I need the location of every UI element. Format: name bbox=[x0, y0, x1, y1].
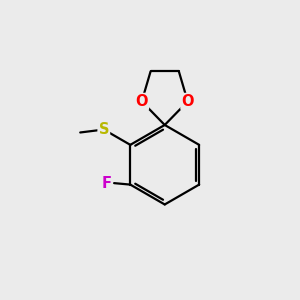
Text: O: O bbox=[182, 94, 194, 109]
Text: F: F bbox=[102, 176, 112, 190]
Text: S: S bbox=[98, 122, 109, 137]
Text: O: O bbox=[136, 94, 148, 109]
